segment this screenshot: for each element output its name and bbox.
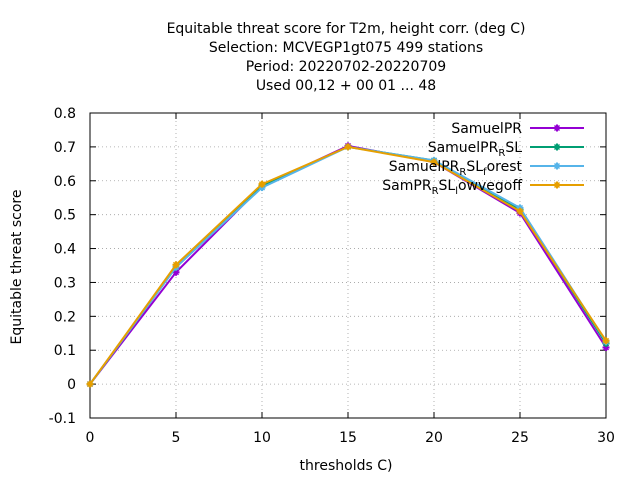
y-tick-label: 0.3 (54, 275, 76, 291)
legend-label-part: SL (466, 159, 483, 175)
data-point (516, 207, 524, 215)
legend-label-part: SamuelPR (389, 159, 460, 175)
y-tick-label: 0.6 (54, 174, 76, 190)
series-lines (86, 142, 610, 388)
grid (90, 113, 606, 418)
legend-label-part: R (459, 167, 466, 178)
legend-label-part: SL (505, 140, 522, 156)
legend-label-part: l (455, 186, 458, 197)
y-axis-ticks: -0.1 0 0.1 0.2 0.3 0.4 0.5 0.6 0.7 0.8 (49, 106, 606, 427)
data-point (553, 181, 561, 189)
y-tick-label: 0.7 (54, 140, 76, 156)
chart-title: Equitable threat score for T2m, height c… (167, 21, 526, 94)
legend-label: SamuelPR (451, 121, 522, 137)
data-point (430, 158, 438, 166)
series (86, 143, 610, 388)
x-axis-label: thresholds C) (300, 458, 393, 474)
x-tick-label: 10 (253, 430, 271, 446)
x-tick-label: 0 (86, 430, 95, 446)
data-point (344, 143, 352, 151)
data-point (602, 337, 610, 345)
data-point (172, 261, 180, 269)
data-point (553, 143, 561, 151)
y-tick-label: 0.1 (54, 343, 76, 359)
legend: SamuelPRSamuelPRRSLSamuelPRRSLforestSamP… (382, 121, 584, 197)
title-line: Selection: MCVEGP1gt075 499 stations (209, 40, 483, 56)
title-line: Equitable threat score for T2m, height c… (167, 21, 526, 37)
x-tick-label: 15 (339, 430, 357, 446)
y-tick-label: 0.8 (54, 106, 76, 122)
legend-label: SamPRRSLlowvegoff (382, 178, 522, 197)
legend-label-part: SamPR (382, 178, 432, 194)
y-tick-label: -0.1 (49, 411, 76, 427)
y-tick-label: 0.5 (54, 208, 76, 224)
title-line: Used 00,12 + 00 01 ... 48 (256, 78, 436, 94)
x-tick-label: 5 (172, 430, 181, 446)
legend-label-part: SL (439, 178, 456, 194)
x-tick-label: 20 (425, 430, 443, 446)
data-point (258, 180, 266, 188)
series (86, 142, 610, 388)
x-tick-label: 25 (511, 430, 529, 446)
data-point (553, 124, 561, 132)
y-tick-label: 0 (67, 377, 76, 393)
legend-label-part: f (483, 167, 487, 178)
legend-label-part: orest (487, 159, 523, 175)
legend-label: SamuelPRRSL (428, 140, 522, 159)
data-point (553, 162, 561, 170)
legend-label-part: owvegoff (458, 178, 522, 194)
y-tick-label: 0.2 (54, 309, 76, 325)
x-axis-ticks: 0 5 10 15 20 25 30 (86, 113, 615, 446)
y-tick-label: 0.4 (54, 242, 76, 258)
legend-label-part: R (432, 186, 439, 197)
legend-label: SamuelPRRSLforest (389, 159, 523, 178)
legend-label-part: R (498, 148, 505, 159)
y-axis-label: Equitable threat score (9, 190, 25, 345)
x-tick-label: 30 (597, 430, 615, 446)
title-line: Period: 20220702-20220709 (246, 59, 446, 75)
data-point (86, 380, 94, 388)
legend-label-part: SamuelPR (428, 140, 499, 156)
legend-label-part: SamuelPR (451, 121, 522, 137)
